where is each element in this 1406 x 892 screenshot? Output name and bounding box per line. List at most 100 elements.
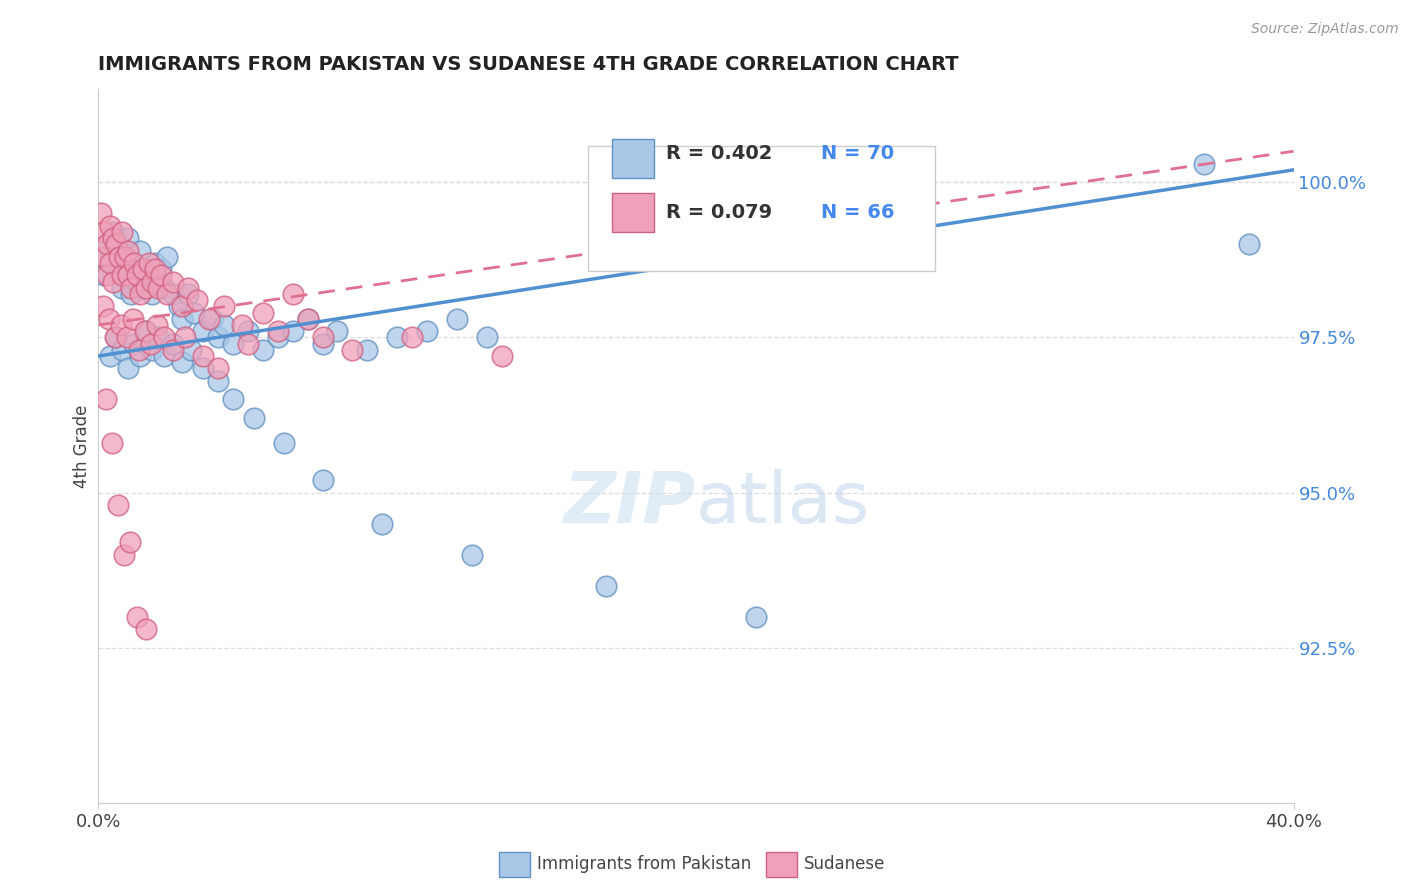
Text: ZIP: ZIP	[564, 468, 696, 538]
Point	[236, 324, 259, 338]
Point	[153, 281, 176, 295]
Point	[1237, 237, 1260, 252]
Point	[475, 330, 498, 344]
Point	[1192, 156, 1215, 170]
Point	[120, 281, 142, 295]
Point	[117, 268, 139, 283]
Point	[138, 268, 160, 283]
Point	[150, 262, 173, 277]
Point	[110, 318, 132, 332]
Point	[162, 343, 184, 357]
Point	[129, 349, 152, 363]
Point	[198, 311, 221, 326]
Point	[252, 343, 274, 357]
Point	[93, 225, 115, 239]
Text: Source: ZipAtlas.com: Source: ZipAtlas.com	[1251, 22, 1399, 37]
Point	[139, 336, 162, 351]
Point	[111, 268, 134, 283]
Point	[105, 330, 128, 344]
Text: Sudanese: Sudanese	[804, 855, 886, 873]
Point	[222, 392, 245, 407]
Point	[172, 355, 194, 369]
Point	[446, 311, 468, 326]
Point	[105, 237, 128, 252]
Point	[111, 281, 134, 295]
Point	[91, 299, 114, 313]
Point	[231, 318, 253, 332]
Point	[118, 535, 141, 549]
Point	[124, 256, 146, 270]
Text: Immigrants from Pakistan: Immigrants from Pakistan	[537, 855, 751, 873]
Point	[108, 237, 131, 252]
Point	[96, 237, 118, 252]
Text: R = 0.079: R = 0.079	[666, 203, 772, 222]
Point	[117, 268, 139, 283]
Point	[174, 330, 197, 344]
Point	[172, 311, 194, 326]
Y-axis label: 4th Grade: 4th Grade	[73, 404, 91, 488]
Point	[172, 299, 194, 313]
Point	[156, 287, 179, 301]
Point	[326, 324, 349, 338]
Point	[311, 336, 333, 351]
Point	[103, 275, 125, 289]
Point	[135, 281, 157, 295]
Point	[96, 268, 118, 283]
Point	[148, 281, 170, 295]
Point	[207, 330, 229, 344]
Point	[108, 250, 131, 264]
Point	[117, 244, 139, 258]
Point	[162, 336, 184, 351]
Point	[212, 318, 235, 332]
Point	[281, 287, 304, 301]
Point	[129, 244, 152, 258]
Point	[191, 324, 214, 338]
Text: N = 70: N = 70	[821, 144, 894, 163]
FancyBboxPatch shape	[612, 193, 654, 232]
Point	[183, 305, 205, 319]
Point	[98, 349, 122, 363]
Text: atlas: atlas	[696, 468, 870, 538]
Point	[98, 219, 122, 233]
Point	[114, 250, 136, 264]
FancyBboxPatch shape	[588, 146, 935, 271]
Point	[129, 287, 152, 301]
Point	[145, 318, 167, 332]
Point	[191, 361, 214, 376]
Point	[107, 498, 129, 512]
Point	[401, 330, 423, 344]
Point	[96, 237, 118, 252]
Point	[132, 262, 155, 277]
Point	[243, 411, 266, 425]
Point	[105, 262, 128, 277]
Point	[141, 287, 163, 301]
Point	[167, 299, 190, 313]
Point	[104, 330, 127, 344]
Text: N = 66: N = 66	[821, 203, 896, 222]
Point	[132, 281, 155, 295]
Point	[311, 473, 333, 487]
Point	[148, 275, 170, 289]
Point	[201, 311, 224, 326]
Point	[121, 311, 143, 326]
Point	[297, 311, 319, 326]
Point	[127, 268, 149, 283]
Point	[115, 330, 138, 344]
Point	[180, 343, 202, 357]
Point	[156, 250, 179, 264]
Point	[371, 516, 394, 531]
Point	[134, 324, 156, 338]
Point	[94, 392, 117, 407]
Point	[385, 330, 409, 344]
Point	[98, 256, 122, 270]
Point	[90, 206, 112, 220]
Point	[143, 262, 166, 277]
Point	[135, 324, 157, 338]
Point	[222, 336, 245, 351]
Point	[177, 287, 200, 301]
Point	[117, 361, 139, 376]
Point	[112, 548, 135, 562]
Point	[162, 275, 184, 289]
Point	[143, 256, 166, 270]
Point	[595, 579, 617, 593]
